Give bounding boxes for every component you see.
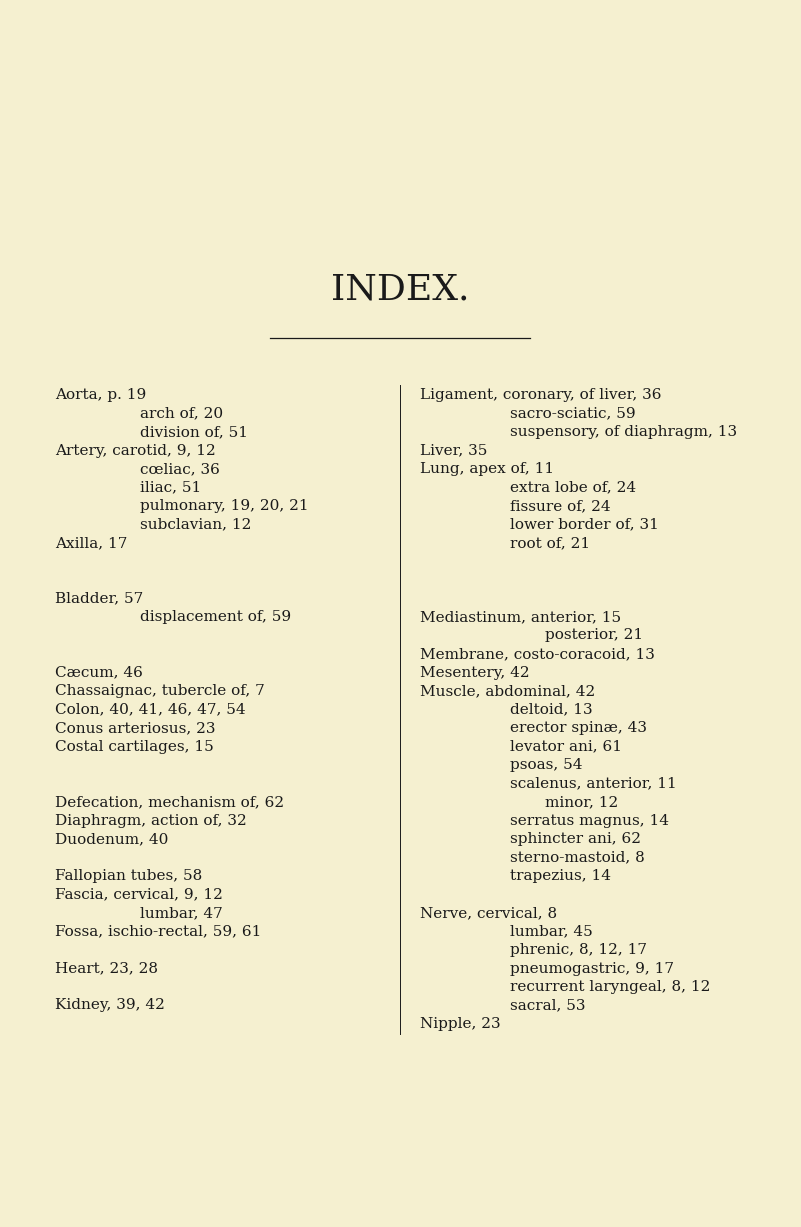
Text: iliac, 51: iliac, 51 xyxy=(140,481,201,494)
Text: psoas, 54: psoas, 54 xyxy=(510,758,582,772)
Text: subclavian, 12: subclavian, 12 xyxy=(140,518,252,531)
Text: sphincter ani, 62: sphincter ani, 62 xyxy=(510,832,641,845)
Text: Muscle, abdominal, 42: Muscle, abdominal, 42 xyxy=(420,683,595,698)
Text: suspensory, of diaphragm, 13: suspensory, of diaphragm, 13 xyxy=(510,425,737,439)
Text: Nipple, 23: Nipple, 23 xyxy=(420,1017,501,1031)
Text: INDEX.: INDEX. xyxy=(332,272,469,307)
Text: Defecation, mechanism of, 62: Defecation, mechanism of, 62 xyxy=(55,795,284,809)
Text: Lung, apex of, 11: Lung, apex of, 11 xyxy=(420,463,554,476)
Text: scalenus, anterior, 11: scalenus, anterior, 11 xyxy=(510,777,677,790)
Text: Conus arteriosus, 23: Conus arteriosus, 23 xyxy=(55,721,215,735)
Text: posterior, 21: posterior, 21 xyxy=(545,628,643,643)
Text: Fascia, cervical, 9, 12: Fascia, cervical, 9, 12 xyxy=(55,887,223,902)
Text: Membrane, costo-coracoid, 13: Membrane, costo-coracoid, 13 xyxy=(420,647,655,661)
Text: Diaphragm, action of, 32: Diaphragm, action of, 32 xyxy=(55,814,247,827)
Text: Axilla, 17: Axilla, 17 xyxy=(55,536,127,550)
Text: trapezius, 14: trapezius, 14 xyxy=(510,869,611,883)
Text: Colon, 40, 41, 46, 47, 54: Colon, 40, 41, 46, 47, 54 xyxy=(55,703,246,717)
Text: erector spinæ, 43: erector spinæ, 43 xyxy=(510,721,647,735)
Text: division of, 51: division of, 51 xyxy=(140,425,248,439)
Text: lumbar, 45: lumbar, 45 xyxy=(510,924,593,939)
Text: Chassaignac, tubercle of, 7: Chassaignac, tubercle of, 7 xyxy=(55,683,265,698)
Text: Duodenum, 40: Duodenum, 40 xyxy=(55,832,168,845)
Text: root of, 21: root of, 21 xyxy=(510,536,590,550)
Text: displacement of, 59: displacement of, 59 xyxy=(140,610,291,625)
Text: fissure of, 24: fissure of, 24 xyxy=(510,499,610,513)
Text: serratus magnus, 14: serratus magnus, 14 xyxy=(510,814,669,827)
Text: arch of, 20: arch of, 20 xyxy=(140,406,223,421)
Text: cœliac, 36: cœliac, 36 xyxy=(140,463,220,476)
Text: lumbar, 47: lumbar, 47 xyxy=(140,906,223,920)
Text: Costal cartilages, 15: Costal cartilages, 15 xyxy=(55,740,214,753)
Text: Kidney, 39, 42: Kidney, 39, 42 xyxy=(55,999,165,1012)
Text: levator ani, 61: levator ani, 61 xyxy=(510,740,622,753)
Text: recurrent laryngeal, 8, 12: recurrent laryngeal, 8, 12 xyxy=(510,980,710,994)
Text: Heart, 23, 28: Heart, 23, 28 xyxy=(55,962,158,975)
Text: extra lobe of, 24: extra lobe of, 24 xyxy=(510,481,636,494)
Text: Aorta, p. 19: Aorta, p. 19 xyxy=(55,388,147,402)
Text: Artery, carotid, 9, 12: Artery, carotid, 9, 12 xyxy=(55,443,215,458)
Text: Ligament, coronary, of liver, 36: Ligament, coronary, of liver, 36 xyxy=(420,388,662,402)
Text: Cæcum, 46: Cæcum, 46 xyxy=(55,665,143,680)
Text: phrenic, 8, 12, 17: phrenic, 8, 12, 17 xyxy=(510,944,647,957)
Text: lower border of, 31: lower border of, 31 xyxy=(510,518,659,531)
Text: Mediastinum, anterior, 15: Mediastinum, anterior, 15 xyxy=(420,610,621,625)
Text: Bladder, 57: Bladder, 57 xyxy=(55,591,143,605)
Text: deltoid, 13: deltoid, 13 xyxy=(510,703,593,717)
Text: Mesentery, 42: Mesentery, 42 xyxy=(420,665,529,680)
Text: Nerve, cervical, 8: Nerve, cervical, 8 xyxy=(420,906,557,920)
Text: Fallopian tubes, 58: Fallopian tubes, 58 xyxy=(55,869,202,883)
Text: pulmonary, 19, 20, 21: pulmonary, 19, 20, 21 xyxy=(140,499,308,513)
Text: minor, 12: minor, 12 xyxy=(545,795,618,809)
Text: Fossa, ischio-rectal, 59, 61: Fossa, ischio-rectal, 59, 61 xyxy=(55,924,261,939)
Text: sacral, 53: sacral, 53 xyxy=(510,999,586,1012)
Text: Liver, 35: Liver, 35 xyxy=(420,443,487,458)
Text: sterno-mastoid, 8: sterno-mastoid, 8 xyxy=(510,850,645,865)
Text: sacro-sciatic, 59: sacro-sciatic, 59 xyxy=(510,406,636,421)
Text: pneumogastric, 9, 17: pneumogastric, 9, 17 xyxy=(510,962,674,975)
